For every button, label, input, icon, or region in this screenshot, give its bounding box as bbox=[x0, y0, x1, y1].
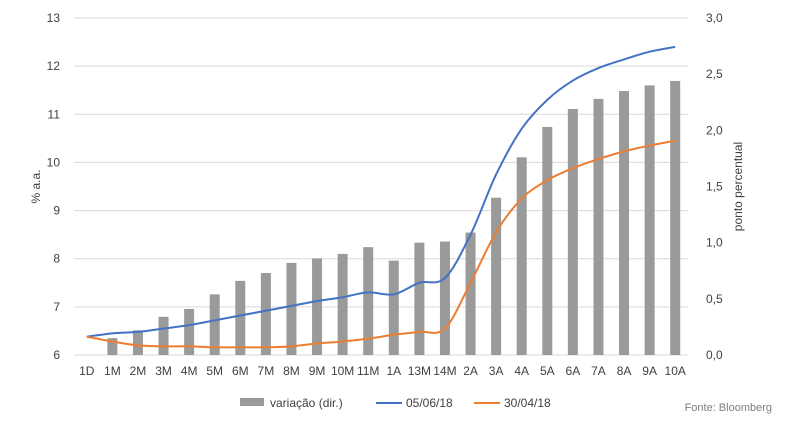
legend-label-series: 05/06/18 bbox=[406, 396, 453, 410]
bar bbox=[542, 126, 553, 355]
y-right-tick-label: 0,0 bbox=[706, 348, 723, 362]
bar bbox=[184, 308, 195, 355]
bar bbox=[491, 197, 502, 355]
x-tick-label: 5M bbox=[206, 364, 223, 378]
y-left-tick-label: 10 bbox=[47, 155, 61, 169]
y-right-tick-label: 2,5 bbox=[706, 67, 723, 81]
bar bbox=[388, 260, 399, 355]
x-tick-label: 4A bbox=[514, 364, 529, 378]
x-tick-label: 10M bbox=[331, 364, 354, 378]
bar bbox=[132, 330, 143, 355]
legend-label-series: 30/04/18 bbox=[504, 396, 551, 410]
x-tick-label: 9M bbox=[309, 364, 326, 378]
bar bbox=[158, 316, 169, 355]
x-tick-label: 9A bbox=[642, 364, 657, 378]
bar bbox=[516, 157, 527, 355]
y-left-axis-title: % a.a. bbox=[29, 169, 43, 203]
bar bbox=[312, 258, 323, 355]
y-left-tick-label: 8 bbox=[53, 252, 60, 266]
y-left-tick-label: 12 bbox=[47, 59, 61, 73]
x-tick-label: 6A bbox=[566, 364, 581, 378]
y-right-tick-label: 1,5 bbox=[706, 180, 723, 194]
x-tick-label: 2A bbox=[463, 364, 478, 378]
bar bbox=[439, 241, 450, 355]
bar bbox=[363, 247, 374, 355]
y-right-tick-label: 1,0 bbox=[706, 236, 723, 250]
bar bbox=[670, 80, 681, 355]
bar bbox=[286, 262, 297, 355]
x-tick-label: 7M bbox=[258, 364, 275, 378]
y-left-tick-label: 13 bbox=[47, 11, 61, 25]
bar bbox=[414, 242, 425, 355]
series-line bbox=[86, 45, 676, 338]
bar bbox=[260, 272, 271, 355]
bar bbox=[235, 280, 246, 355]
legend-label-bar: variação (dir.) bbox=[270, 396, 343, 410]
x-tick-label: 1A bbox=[386, 364, 401, 378]
x-tick-label: 8M bbox=[283, 364, 300, 378]
x-tick-label: 7A bbox=[591, 364, 606, 378]
x-tick-label: 5A bbox=[540, 364, 555, 378]
bar bbox=[337, 253, 348, 355]
bar bbox=[619, 91, 630, 356]
x-tick-label: 6M bbox=[232, 364, 249, 378]
x-tick-label: 3M bbox=[155, 364, 172, 378]
x-tick-label: 13M bbox=[408, 364, 431, 378]
y-right-tick-label: 3,0 bbox=[706, 11, 723, 25]
bar bbox=[107, 338, 118, 355]
x-tick-label: 10A bbox=[665, 364, 686, 378]
bar bbox=[644, 85, 655, 356]
y-right-tick-label: 2,0 bbox=[706, 123, 723, 137]
x-tick-label: 8A bbox=[617, 364, 632, 378]
y-left-tick-label: 7 bbox=[53, 300, 60, 314]
y-right-axis-title: ponto percentual bbox=[731, 142, 745, 231]
x-tick-label: 1M bbox=[104, 364, 121, 378]
x-tick-label: 11M bbox=[357, 364, 379, 378]
y-left-tick-label: 11 bbox=[48, 107, 61, 121]
bar bbox=[465, 232, 476, 355]
series-line bbox=[86, 139, 676, 349]
source-note: Fonte: Bloomberg bbox=[684, 402, 772, 414]
y-right-tick-label: 0,5 bbox=[706, 292, 723, 306]
x-tick-label: 2M bbox=[130, 364, 147, 378]
legend-swatch-bar bbox=[240, 398, 264, 406]
bar bbox=[593, 98, 604, 355]
bar bbox=[567, 108, 578, 356]
y-left-tick-label: 6 bbox=[53, 348, 60, 362]
x-tick-label: 3A bbox=[489, 364, 504, 378]
y-left-tick-label: 9 bbox=[53, 204, 60, 218]
bar bbox=[209, 294, 220, 355]
x-tick-label: 1D bbox=[79, 364, 95, 378]
x-tick-label: 14M bbox=[433, 364, 456, 378]
x-tick-label: 4M bbox=[181, 364, 198, 378]
